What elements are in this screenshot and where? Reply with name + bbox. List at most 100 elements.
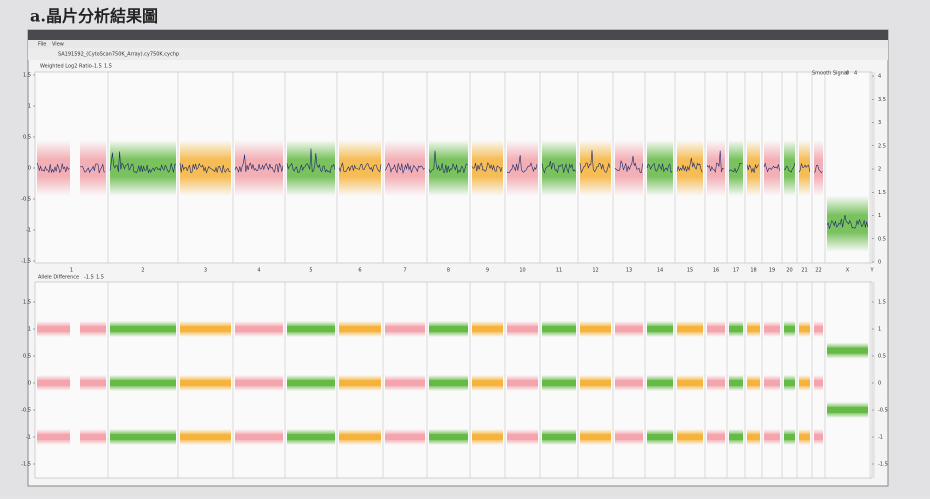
tick-label: -1.5 <box>21 462 31 468</box>
smooth-signal <box>676 157 703 173</box>
chromosome-label: Y <box>869 268 874 274</box>
allele-core <box>37 326 70 332</box>
log2-band <box>799 140 810 196</box>
allele-core <box>747 380 760 386</box>
allele-core <box>677 434 703 440</box>
allele-core <box>80 326 106 332</box>
file-name: SA191592_(CytoScan750K_Array).cy750K.cyc… <box>58 52 179 58</box>
smooth-signal <box>36 162 70 174</box>
smooth-signal <box>813 164 823 174</box>
allele-core <box>339 380 381 386</box>
tick-label: 0.5 <box>23 354 31 360</box>
tick-label: -1 <box>26 228 31 234</box>
allele-core <box>429 434 468 440</box>
allele-core <box>707 326 725 332</box>
allele-core <box>507 380 538 386</box>
panel-label: Allele Difference <box>38 275 79 281</box>
smooth-signal <box>728 162 743 174</box>
log2-band <box>287 140 335 196</box>
log2-band <box>472 140 503 196</box>
tick-label: 0 <box>28 381 31 387</box>
chromosome-label: 22 <box>815 268 821 274</box>
tick-label: -1.5 <box>21 259 31 265</box>
log2-band <box>729 140 743 196</box>
allele-core <box>110 326 176 332</box>
chromosome-label: 6 <box>358 268 361 274</box>
allele-core <box>472 326 503 332</box>
smooth-signal <box>763 162 780 173</box>
allele-core <box>707 434 725 440</box>
menu-bar <box>28 40 888 48</box>
allele-core <box>827 407 868 413</box>
allele-core <box>339 434 381 440</box>
chromosome-label: 4 <box>257 268 260 274</box>
allele-core <box>580 326 611 332</box>
log2-band <box>580 140 611 196</box>
allele-core <box>580 380 611 386</box>
menu-item[interactable]: View <box>52 42 64 48</box>
chromosome-label: 11 <box>556 268 562 274</box>
allele-core <box>747 326 760 332</box>
log2-band <box>747 140 760 196</box>
allele-core <box>580 434 611 440</box>
allele-core <box>647 326 673 332</box>
allele-core <box>235 326 283 332</box>
allele-core <box>339 326 381 332</box>
tick-label: 0.5 <box>878 236 886 242</box>
allele-core <box>615 434 643 440</box>
allele-core <box>180 326 231 332</box>
smooth-signal <box>338 162 382 173</box>
panel-range: -1.5 <box>92 64 102 70</box>
allele-core <box>110 380 176 386</box>
chromosome-label: 15 <box>687 268 693 274</box>
allele-core <box>764 380 780 386</box>
tick-label: 2 <box>878 167 881 173</box>
panel-range: 1.5 <box>104 64 112 70</box>
tick-label: 1.5 <box>878 300 886 306</box>
allele-core <box>385 326 425 332</box>
tick-label: 1 <box>878 327 881 333</box>
smooth-signal <box>79 163 106 174</box>
allele-core <box>615 326 643 332</box>
log2-band <box>542 140 576 196</box>
chromosome-label: 1 <box>70 268 73 274</box>
allele-core <box>507 434 538 440</box>
chromosome-label: X <box>846 268 850 274</box>
heading: a.晶片分析結果圖 <box>30 7 158 26</box>
allele-core <box>385 380 425 386</box>
tick-label: 0 <box>878 381 881 387</box>
tick-label: 0.5 <box>878 354 886 360</box>
tick-label: -0.5 <box>21 197 31 203</box>
chromosome-label: 7 <box>403 268 406 274</box>
right-range: 4 <box>854 71 857 77</box>
tick-label: 1.5 <box>23 300 31 306</box>
tick-label: 0 <box>28 166 31 172</box>
allele-core <box>677 326 703 332</box>
allele-core <box>235 434 283 440</box>
allele-core <box>507 326 538 332</box>
chromosome-label: 17 <box>733 268 739 274</box>
allele-core <box>110 434 176 440</box>
allele-core <box>287 326 335 332</box>
chromosome-label: 10 <box>519 268 525 274</box>
allele-core <box>287 380 335 386</box>
allele-core <box>784 326 795 332</box>
panel-range: -1.5 <box>84 275 94 281</box>
smooth-signal <box>109 151 177 174</box>
allele-core <box>542 434 576 440</box>
allele-core <box>729 326 743 332</box>
log2-band <box>677 140 703 196</box>
allele-core <box>80 434 106 440</box>
menu-item[interactable]: File <box>38 42 46 48</box>
smooth-signal <box>384 162 425 174</box>
allele-core <box>814 326 823 332</box>
allele-core <box>385 434 425 440</box>
allele-core <box>814 380 823 386</box>
allele-core <box>747 434 760 440</box>
chromosome-label: 14 <box>657 268 663 274</box>
allele-core <box>729 380 743 386</box>
smooth-signal <box>579 150 611 174</box>
allele-core <box>80 380 106 386</box>
